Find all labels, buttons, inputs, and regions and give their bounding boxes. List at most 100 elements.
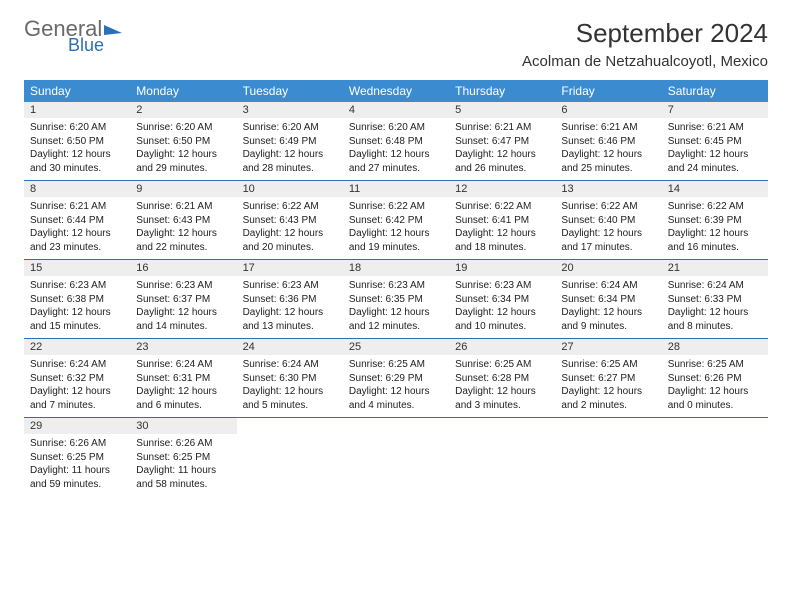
day-line-ss: Sunset: 6:46 PM: [561, 135, 655, 149]
day-number: 23: [130, 339, 236, 355]
day-line-ss: Sunset: 6:48 PM: [349, 135, 443, 149]
day-header: Thursday: [449, 80, 555, 102]
day-line-ss: Sunset: 6:30 PM: [243, 372, 337, 386]
day-line-d2: and 7 minutes.: [30, 399, 124, 413]
week-row: 29Sunrise: 6:26 AMSunset: 6:25 PMDayligh…: [24, 417, 768, 496]
day-header: Saturday: [662, 80, 768, 102]
day-cell: 8Sunrise: 6:21 AMSunset: 6:44 PMDaylight…: [24, 181, 130, 259]
day-line-d2: and 28 minutes.: [243, 162, 337, 176]
day-line-ss: Sunset: 6:32 PM: [30, 372, 124, 386]
day-line-sr: Sunrise: 6:22 AM: [455, 200, 549, 214]
day-line-d2: and 0 minutes.: [668, 399, 762, 413]
day-number: 26: [449, 339, 555, 355]
day-line-sr: Sunrise: 6:25 AM: [455, 358, 549, 372]
day-cell: 24Sunrise: 6:24 AMSunset: 6:30 PMDayligh…: [237, 339, 343, 417]
day-line-d2: and 17 minutes.: [561, 241, 655, 255]
day-number: 18: [343, 260, 449, 276]
day-details: Sunrise: 6:22 AMSunset: 6:39 PMDaylight:…: [662, 197, 768, 257]
day-line-d1: Daylight: 11 hours: [136, 464, 230, 478]
day-line-d1: Daylight: 12 hours: [561, 306, 655, 320]
day-details: Sunrise: 6:21 AMSunset: 6:47 PMDaylight:…: [449, 118, 555, 178]
day-line-sr: Sunrise: 6:26 AM: [30, 437, 124, 451]
month-title: September 2024: [522, 18, 768, 49]
day-details: Sunrise: 6:23 AMSunset: 6:38 PMDaylight:…: [24, 276, 130, 336]
day-details: Sunrise: 6:23 AMSunset: 6:37 PMDaylight:…: [130, 276, 236, 336]
day-line-sr: Sunrise: 6:25 AM: [561, 358, 655, 372]
day-number: 30: [130, 418, 236, 434]
day-line-sr: Sunrise: 6:23 AM: [455, 279, 549, 293]
day-cell: 29Sunrise: 6:26 AMSunset: 6:25 PMDayligh…: [24, 418, 130, 496]
day-header: Wednesday: [343, 80, 449, 102]
day-details: Sunrise: 6:24 AMSunset: 6:32 PMDaylight:…: [24, 355, 130, 415]
day-headers-row: SundayMondayTuesdayWednesdayThursdayFrid…: [24, 80, 768, 102]
title-block: September 2024 Acolman de Netzahualcoyot…: [522, 18, 768, 70]
day-line-d1: Daylight: 12 hours: [561, 227, 655, 241]
day-details: Sunrise: 6:20 AMSunset: 6:48 PMDaylight:…: [343, 118, 449, 178]
day-line-d1: Daylight: 12 hours: [349, 227, 443, 241]
day-line-d1: Daylight: 12 hours: [243, 148, 337, 162]
day-number: 15: [24, 260, 130, 276]
weeks-container: 1Sunrise: 6:20 AMSunset: 6:50 PMDaylight…: [24, 102, 768, 496]
day-cell: [662, 418, 768, 496]
day-line-d2: and 8 minutes.: [668, 320, 762, 334]
day-line-ss: Sunset: 6:45 PM: [668, 135, 762, 149]
day-line-sr: Sunrise: 6:21 AM: [668, 121, 762, 135]
day-details: Sunrise: 6:24 AMSunset: 6:31 PMDaylight:…: [130, 355, 236, 415]
day-header: Monday: [130, 80, 236, 102]
day-number: 6: [555, 102, 661, 118]
day-line-d2: and 22 minutes.: [136, 241, 230, 255]
day-details: Sunrise: 6:20 AMSunset: 6:50 PMDaylight:…: [130, 118, 236, 178]
day-line-d1: Daylight: 12 hours: [30, 306, 124, 320]
day-line-ss: Sunset: 6:33 PM: [668, 293, 762, 307]
day-line-ss: Sunset: 6:44 PM: [30, 214, 124, 228]
day-line-ss: Sunset: 6:29 PM: [349, 372, 443, 386]
day-line-d2: and 58 minutes.: [136, 478, 230, 492]
day-line-d1: Daylight: 12 hours: [668, 227, 762, 241]
day-details: Sunrise: 6:22 AMSunset: 6:43 PMDaylight:…: [237, 197, 343, 257]
day-line-sr: Sunrise: 6:20 AM: [349, 121, 443, 135]
day-details: Sunrise: 6:23 AMSunset: 6:36 PMDaylight:…: [237, 276, 343, 336]
day-cell: 4Sunrise: 6:20 AMSunset: 6:48 PMDaylight…: [343, 102, 449, 180]
day-line-d2: and 5 minutes.: [243, 399, 337, 413]
day-details: Sunrise: 6:26 AMSunset: 6:25 PMDaylight:…: [24, 434, 130, 494]
day-cell: 10Sunrise: 6:22 AMSunset: 6:43 PMDayligh…: [237, 181, 343, 259]
day-details: Sunrise: 6:21 AMSunset: 6:44 PMDaylight:…: [24, 197, 130, 257]
day-line-sr: Sunrise: 6:24 AM: [561, 279, 655, 293]
day-number: 20: [555, 260, 661, 276]
day-line-d1: Daylight: 11 hours: [30, 464, 124, 478]
day-cell: [343, 418, 449, 496]
day-cell: 15Sunrise: 6:23 AMSunset: 6:38 PMDayligh…: [24, 260, 130, 338]
day-line-sr: Sunrise: 6:23 AM: [349, 279, 443, 293]
header: General Blue September 2024 Acolman de N…: [24, 18, 768, 70]
day-cell: [555, 418, 661, 496]
calendar: SundayMondayTuesdayWednesdayThursdayFrid…: [24, 80, 768, 496]
day-cell: 28Sunrise: 6:25 AMSunset: 6:26 PMDayligh…: [662, 339, 768, 417]
day-details: Sunrise: 6:24 AMSunset: 6:33 PMDaylight:…: [662, 276, 768, 336]
day-details: Sunrise: 6:22 AMSunset: 6:40 PMDaylight:…: [555, 197, 661, 257]
day-line-d1: Daylight: 12 hours: [455, 385, 549, 399]
day-line-sr: Sunrise: 6:20 AM: [243, 121, 337, 135]
day-number: 16: [130, 260, 236, 276]
day-line-d2: and 9 minutes.: [561, 320, 655, 334]
day-line-d2: and 59 minutes.: [30, 478, 124, 492]
day-number: 14: [662, 181, 768, 197]
day-cell: 5Sunrise: 6:21 AMSunset: 6:47 PMDaylight…: [449, 102, 555, 180]
day-line-d1: Daylight: 12 hours: [243, 227, 337, 241]
day-line-d2: and 14 minutes.: [136, 320, 230, 334]
day-line-d1: Daylight: 12 hours: [668, 385, 762, 399]
day-line-sr: Sunrise: 6:22 AM: [243, 200, 337, 214]
day-details: Sunrise: 6:22 AMSunset: 6:41 PMDaylight:…: [449, 197, 555, 257]
day-cell: 11Sunrise: 6:22 AMSunset: 6:42 PMDayligh…: [343, 181, 449, 259]
day-number: 3: [237, 102, 343, 118]
day-line-d1: Daylight: 12 hours: [30, 148, 124, 162]
day-line-d2: and 3 minutes.: [455, 399, 549, 413]
day-line-d2: and 19 minutes.: [349, 241, 443, 255]
day-line-sr: Sunrise: 6:23 AM: [30, 279, 124, 293]
day-cell: 16Sunrise: 6:23 AMSunset: 6:37 PMDayligh…: [130, 260, 236, 338]
day-details: Sunrise: 6:24 AMSunset: 6:30 PMDaylight:…: [237, 355, 343, 415]
day-number: 25: [343, 339, 449, 355]
day-line-ss: Sunset: 6:50 PM: [136, 135, 230, 149]
day-line-sr: Sunrise: 6:24 AM: [136, 358, 230, 372]
day-cell: 26Sunrise: 6:25 AMSunset: 6:28 PMDayligh…: [449, 339, 555, 417]
day-number: 28: [662, 339, 768, 355]
